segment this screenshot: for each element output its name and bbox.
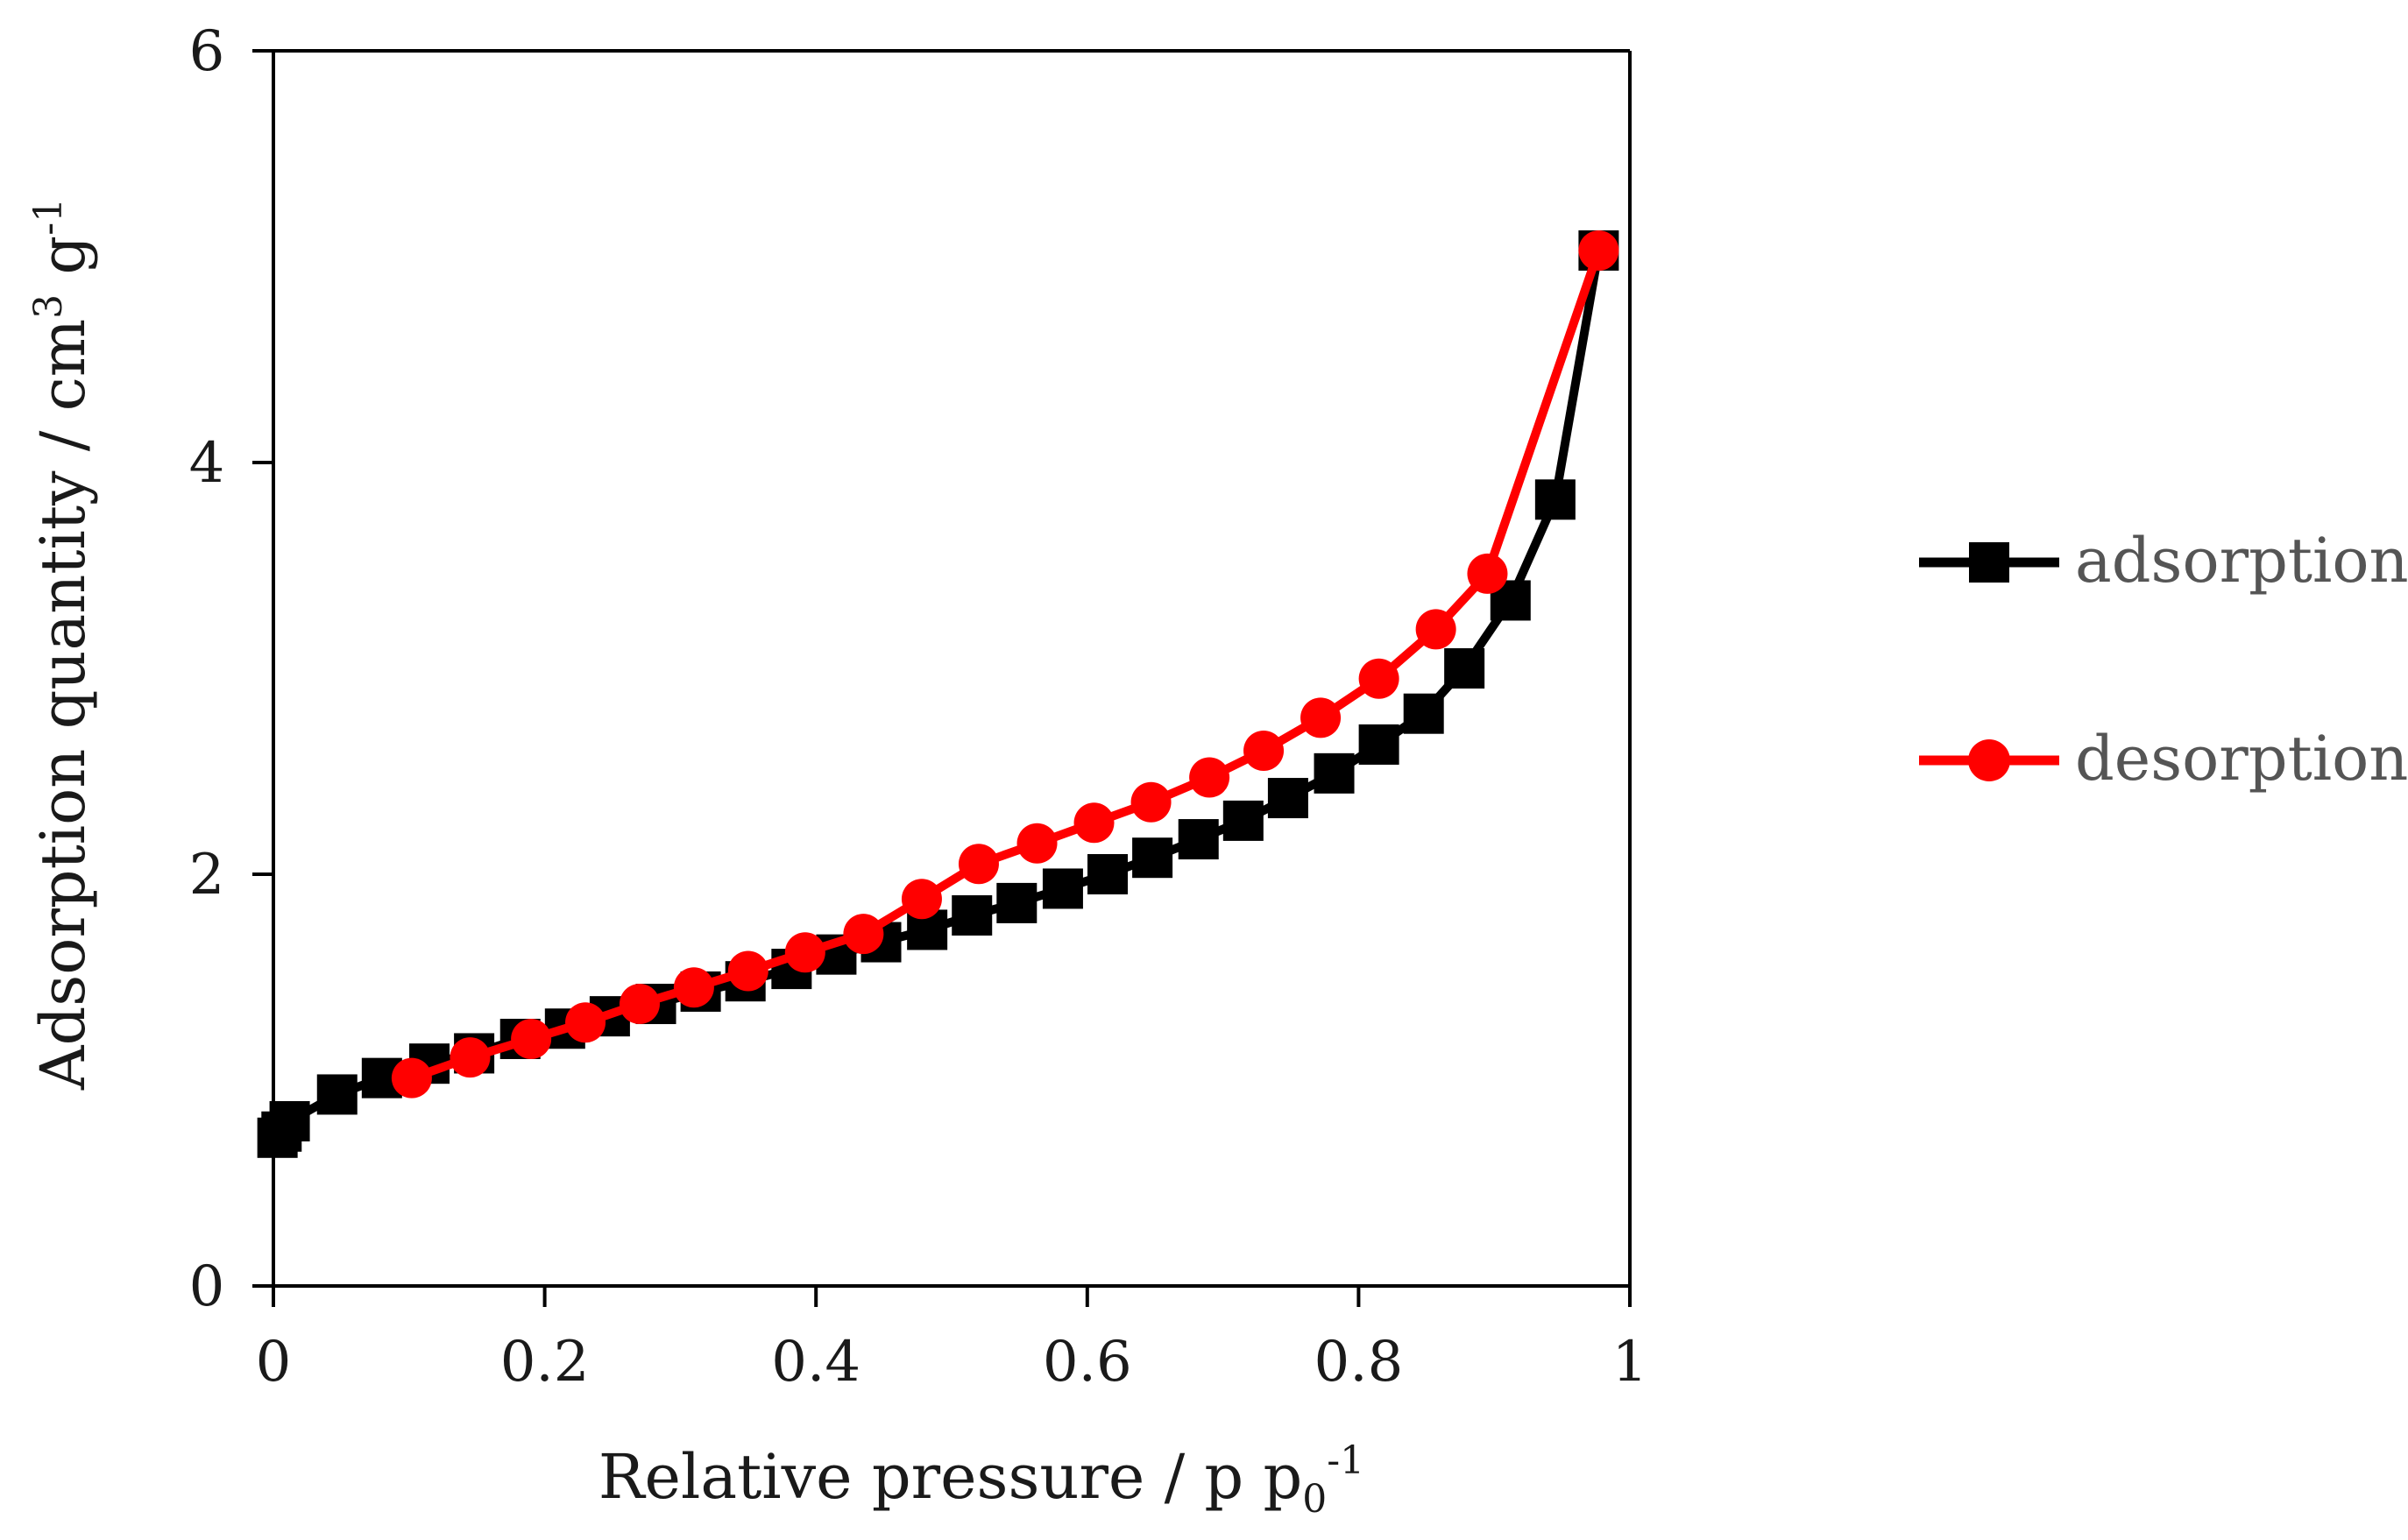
data-point-desorption xyxy=(1189,757,1230,798)
data-point-desorption xyxy=(727,950,768,992)
y-tick-label: 4 xyxy=(189,431,225,496)
x-tick-label: 0.6 xyxy=(1043,1330,1132,1395)
legend: adsorption desorption xyxy=(1919,525,2408,795)
data-point-adsorption xyxy=(1222,800,1264,841)
data-point-adsorption xyxy=(1132,837,1173,879)
data-point-desorption xyxy=(1016,823,1058,864)
data-point-adsorption xyxy=(1042,868,1083,909)
data-point-desorption xyxy=(391,1057,432,1098)
x-tick-label: 1 xyxy=(1612,1330,1648,1395)
data-point-desorption xyxy=(784,932,825,973)
data-point-adsorption xyxy=(1534,479,1576,520)
data-point-adsorption xyxy=(996,882,1038,923)
data-point-adsorption xyxy=(1267,778,1308,819)
y-tick-label: 0 xyxy=(189,1254,225,1319)
data-point-desorption xyxy=(901,879,942,920)
x-tick-label: 0.2 xyxy=(500,1330,590,1395)
data-point-adsorption xyxy=(952,895,993,936)
data-point-desorption xyxy=(1130,781,1172,823)
data-point-adsorption xyxy=(1444,648,1485,689)
data-point-adsorption xyxy=(1178,819,1219,860)
y-tick-label: 2 xyxy=(189,843,225,908)
legend-label-desorption: desorption xyxy=(2075,723,2408,795)
legend-marker-square xyxy=(1969,542,2009,583)
data-point-adsorption xyxy=(316,1074,358,1115)
data-point-desorption xyxy=(1073,802,1115,844)
legend-label-adsorption: adsorption xyxy=(2075,525,2408,597)
x-tick-label: 0.4 xyxy=(771,1330,861,1395)
legend-item-adsorption: adsorption xyxy=(1919,525,2408,597)
data-point-desorption xyxy=(1300,697,1342,738)
x-tick-label: 0.8 xyxy=(1314,1330,1404,1395)
data-point-desorption xyxy=(450,1037,491,1078)
data-point-adsorption xyxy=(269,1101,310,1141)
axes xyxy=(272,49,1632,1288)
data-point-desorption xyxy=(1243,731,1285,771)
data-point-adsorption xyxy=(1403,693,1444,734)
data-point-desorption xyxy=(1358,658,1399,699)
y-tick-label: 6 xyxy=(189,19,225,84)
data-point-desorption xyxy=(1415,609,1456,650)
data-point-desorption xyxy=(958,844,999,885)
data-point-desorption xyxy=(511,1019,552,1059)
data-point-adsorption xyxy=(1087,854,1129,894)
data-point-desorption xyxy=(565,1002,606,1043)
legend-marker-circle xyxy=(1968,739,2010,781)
data-point-adsorption xyxy=(1358,724,1399,765)
ticks: 0 2 4 6 0 0.2 0.4 0.6 0.8 1 xyxy=(189,19,1648,1395)
data-point-desorption xyxy=(1467,553,1508,594)
data-point-desorption xyxy=(673,967,714,1008)
series-layer xyxy=(257,230,1619,1158)
x-axis-title: Relative pressure / p p0-1 xyxy=(598,1438,1364,1522)
data-point-desorption xyxy=(619,984,660,1025)
data-point-desorption xyxy=(1578,230,1619,271)
data-point-desorption xyxy=(843,914,884,955)
data-point-adsorption xyxy=(1314,752,1355,794)
y-axis-title: Adsorption quantity / cm3 g-1 xyxy=(26,198,99,1091)
x-tick-label: 0 xyxy=(256,1330,292,1395)
legend-item-desorption: desorption xyxy=(1919,723,2408,795)
